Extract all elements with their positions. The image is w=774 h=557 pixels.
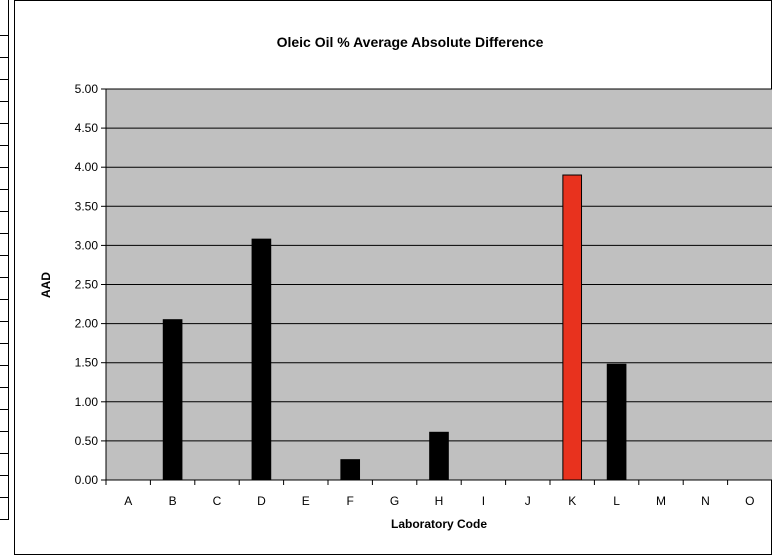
left-edge-strip (0, 0, 9, 520)
strip-tick (0, 101, 8, 102)
x-tick-label: K (568, 494, 576, 508)
y-tick-label: 2.50 (75, 278, 99, 292)
strip-tick (0, 35, 8, 36)
x-tick-label: E (302, 494, 310, 508)
strip-tick (0, 409, 8, 410)
x-tick-label: O (745, 494, 754, 508)
strip-tick (0, 211, 8, 212)
x-axis-label: Laboratory Code (391, 517, 487, 531)
y-tick-label: 0.50 (75, 434, 99, 448)
x-tick-label: L (613, 494, 620, 508)
bar (606, 363, 627, 481)
gridlines (106, 88, 772, 442)
bar (340, 459, 361, 481)
y-tick-label: 3.00 (75, 238, 99, 252)
bar (562, 174, 583, 481)
strip-tick (0, 321, 8, 322)
strip-tick (0, 453, 8, 454)
strip-tick (0, 123, 8, 124)
x-tick-label: A (124, 494, 132, 508)
strip-tick (0, 189, 8, 190)
strip-tick (0, 79, 8, 80)
y-tick-label: 1.50 (75, 356, 99, 370)
strip-tick (0, 145, 8, 146)
y-tick-label: 0.00 (75, 473, 99, 487)
strip-tick (0, 387, 8, 388)
x-tick-label: H (435, 494, 444, 508)
x-tick-label: C (213, 494, 222, 508)
strip-tick (0, 343, 8, 344)
y-tick-label: 3.50 (75, 199, 99, 213)
axes: 0.00 0.50 1.00 1.50 2.00 2.50 3.00 3.50 4.00 4.50… (75, 82, 772, 508)
strip-tick (0, 475, 8, 476)
strip-tick (0, 277, 8, 278)
bar (251, 238, 272, 481)
x-tick-label: G (390, 494, 399, 508)
x-tick-label: J (525, 494, 531, 508)
bar (162, 319, 183, 481)
y-tick-label: 5.00 (75, 82, 99, 96)
strip-tick (0, 57, 8, 58)
x-tick-label: F (347, 494, 354, 508)
strip-tick (0, 365, 8, 366)
strip-tick (0, 497, 8, 498)
x-tick-label: D (257, 494, 266, 508)
y-tick-label: 1.00 (75, 395, 99, 409)
bar (429, 431, 449, 481)
y-tick-label: 2.00 (75, 317, 99, 331)
y-axis-label: AAD (39, 272, 53, 298)
chart-title: Oleic Oil % Average Absolute Difference (277, 34, 544, 50)
x-tick-label: B (169, 494, 177, 508)
bars (162, 174, 627, 481)
y-tick-label: 4.50 (75, 121, 99, 135)
strip-tick (0, 255, 8, 256)
x-tick-label: M (656, 494, 666, 508)
y-tick-label: 4.00 (75, 160, 99, 174)
strip-tick (0, 519, 8, 520)
strip-tick (0, 431, 8, 432)
x-tick-label: N (701, 494, 710, 508)
x-tick-label: I (482, 494, 485, 508)
strip-tick (0, 299, 8, 300)
strip-tick (0, 167, 8, 168)
strip-tick (0, 233, 8, 234)
